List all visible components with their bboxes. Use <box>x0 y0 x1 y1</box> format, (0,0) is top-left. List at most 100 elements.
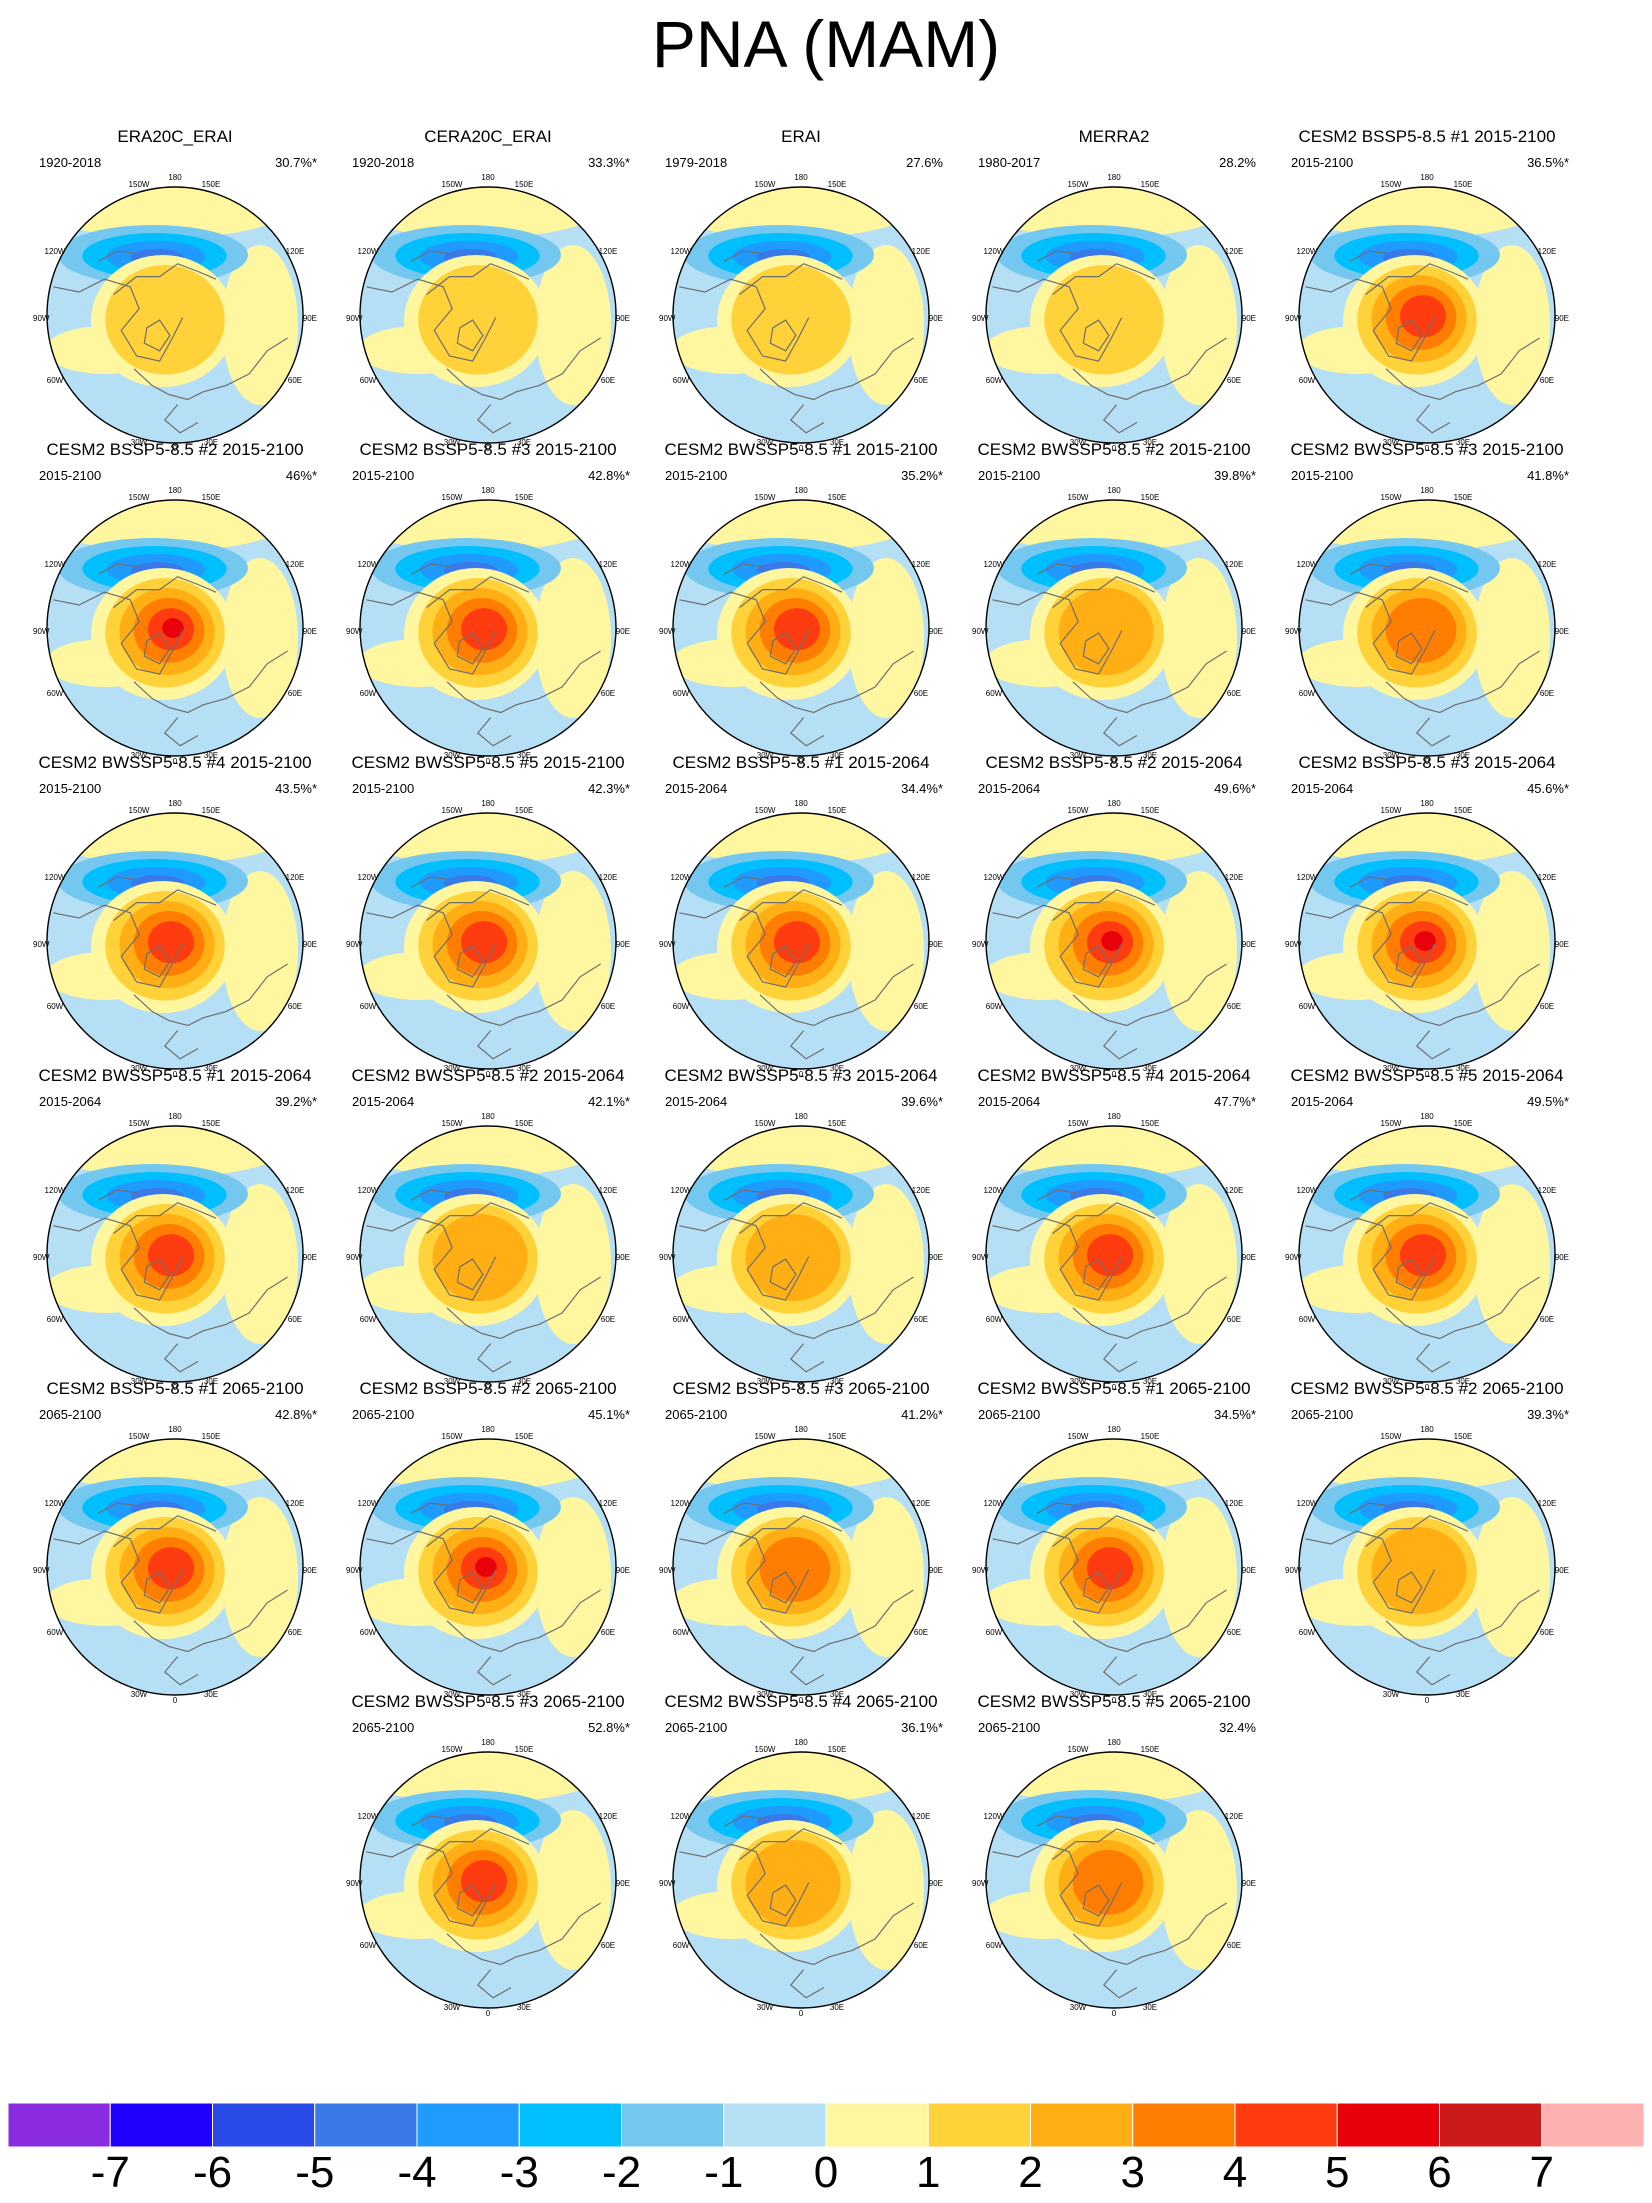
longitude-label: 150E <box>515 1432 534 1441</box>
positive-band <box>222 871 298 1031</box>
longitude-label: 0 <box>173 1383 178 1391</box>
positive-band <box>222 1184 298 1344</box>
coastline <box>53 591 184 675</box>
longitude-label: 150W <box>442 1745 463 1754</box>
coastline <box>163 1656 199 1686</box>
longitude-label: 30E <box>1143 1377 1157 1386</box>
positive-band <box>222 1497 298 1657</box>
longitude-label: 120E <box>286 1499 305 1508</box>
longitude-label: 150W <box>129 1432 150 1441</box>
longitude-label: 150E <box>202 1119 221 1128</box>
coastline <box>1082 945 1110 978</box>
panel-title: ERAI <box>781 127 821 146</box>
coastline <box>1385 963 1540 1027</box>
longitude-label: 180 <box>1420 486 1434 495</box>
colorbar-swatch <box>723 2103 827 2147</box>
coastline <box>113 1515 217 1547</box>
panel-title: CESM2 BWSSP5-8.5 #1 2015-2100 <box>664 440 938 459</box>
coastline <box>133 1276 288 1340</box>
coastline <box>366 904 497 988</box>
longitude-label: 30W <box>1383 438 1400 447</box>
longitude-label: 30E <box>1456 1377 1470 1386</box>
longitude-label: 30E <box>1456 438 1470 447</box>
longitude-label: 90E <box>303 1566 317 1575</box>
longitude-label: 150W <box>442 1119 463 1128</box>
longitude-label: 60E <box>1540 689 1554 698</box>
polar-map: 180 150W 150E 120W 120E 90W 90E 60W 60E 30W 30E 0 <box>972 486 1256 765</box>
longitude-label: 180 <box>794 486 808 495</box>
coastline <box>1349 1502 1389 1514</box>
longitude-label: 150E <box>202 180 221 189</box>
positive-band <box>1161 245 1237 405</box>
longitude-label: 120W <box>671 1812 692 1821</box>
positive-contour <box>731 265 851 375</box>
coastline <box>456 1258 484 1291</box>
coastline <box>410 1502 450 1514</box>
map-panel: CESM2 BWSSP5-8.5 #5 2065-2100 2065-2100 32… <box>958 1692 1270 2017</box>
colorbar-swatch <box>1132 2103 1236 2147</box>
map-boundary <box>1298 499 1556 757</box>
panel-period: 2065-2100 <box>665 1720 728 1735</box>
coastline <box>366 278 497 362</box>
longitude-label: 60W <box>360 1315 377 1324</box>
longitude-label: 90E <box>303 1253 317 1262</box>
panel-explained-variance: 39.8%* <box>1214 468 1256 483</box>
longitude-label: 90E <box>303 627 317 636</box>
coastline <box>759 1589 914 1653</box>
longitude-label: 90E <box>616 940 630 949</box>
map-field <box>986 813 1242 1069</box>
longitude-label: 180 <box>168 1112 182 1121</box>
longitude-label: 150W <box>442 806 463 815</box>
coastline <box>426 576 530 608</box>
coastline <box>476 1030 512 1060</box>
panel-explained-variance: 41.8%* <box>1527 468 1569 483</box>
polar-map: 180 150W 150E 120W 120E 90W 90E 60W 60E 30W 30E 0 <box>33 486 317 765</box>
longitude-label: 120E <box>286 247 305 256</box>
coastline <box>1305 1530 1436 1614</box>
coastline <box>1395 1571 1423 1604</box>
coastline <box>97 876 137 888</box>
longitude-label: 30W <box>444 438 461 447</box>
map-panel: CESM2 BSSP5-8.5 #1 2065-2100 2065-2100 42.… <box>19 1379 331 1704</box>
coastline <box>1305 278 1436 362</box>
longitude-label: 150E <box>828 493 847 502</box>
coastline <box>97 563 137 575</box>
map-boundary <box>985 186 1243 444</box>
panel-period: 1980-2017 <box>978 155 1041 170</box>
longitude-label: 120E <box>599 1186 618 1195</box>
longitude-label: 60E <box>601 376 615 385</box>
longitude-label: 0 <box>1112 444 1117 452</box>
longitude-label: 60W <box>360 1002 377 1011</box>
longitude-label: 60E <box>1227 689 1241 698</box>
longitude-label: 60W <box>986 1002 1003 1011</box>
coastline <box>723 250 763 262</box>
map-panel: CESM2 BWSSP5-8.5 #1 2015-2100 2015-2100 35… <box>645 440 957 765</box>
map-boundary <box>46 1125 304 1383</box>
longitude-label: 120W <box>1297 247 1318 256</box>
positive-contour <box>1086 1547 1134 1590</box>
longitude-label: 90W <box>972 1566 989 1575</box>
coastline <box>1052 889 1156 921</box>
coastline <box>1052 576 1156 608</box>
panel-explained-variance: 47.7%* <box>1214 1094 1256 1109</box>
map-panel: CESM2 BWSSP5-8.5 #4 2015-2100 2015-2100 43… <box>19 753 331 1078</box>
longitude-label: 30E <box>1143 1690 1157 1699</box>
longitude-label: 120E <box>286 1186 305 1195</box>
panel-period: 2015-2100 <box>352 468 415 483</box>
longitude-label: 60W <box>47 689 64 698</box>
longitude-label: 150W <box>1068 1745 1089 1754</box>
longitude-label: 120W <box>1297 873 1318 882</box>
longitude-label: 0 <box>486 1696 491 1704</box>
coastline <box>53 1217 184 1301</box>
map-boundary <box>359 1438 617 1696</box>
map-panel: CESM2 BSSP5-8.5 #2 2065-2100 2065-2100 45.… <box>332 1379 644 1704</box>
longitude-label: 60E <box>1540 376 1554 385</box>
longitude-label: 150W <box>129 806 150 815</box>
positive-band <box>1474 245 1550 405</box>
coastline <box>366 591 497 675</box>
longitude-label: 60E <box>914 1002 928 1011</box>
colorbar-tick-label: -1 <box>704 2148 744 2197</box>
map-boundary <box>985 499 1243 757</box>
coastline <box>446 650 601 714</box>
polar-map: 180 150W 150E 120W 120E 90W 90E 60W 60E 30W 30E 0 <box>972 173 1256 452</box>
